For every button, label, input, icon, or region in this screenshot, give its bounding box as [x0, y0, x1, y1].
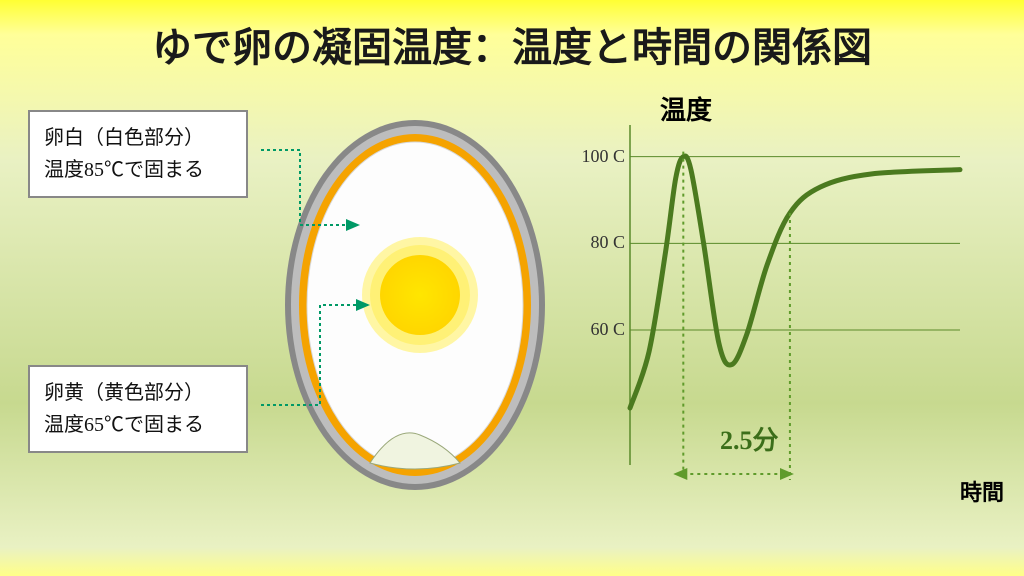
egg-white-line2: 温度85℃で固まる — [44, 154, 232, 186]
chart-svg — [590, 90, 1010, 530]
egg-white-line1: 卵白（白色部分） — [44, 122, 232, 154]
y-axis-label: 温度 — [660, 90, 712, 127]
x-axis-label: 時間 — [960, 475, 1004, 507]
ytick-label: 60 C — [565, 319, 625, 340]
page-title: ゆで卵の凝固温度：温度と時間の関係図 — [0, 15, 1024, 73]
egg-white-label: 卵白（白色部分） 温度85℃で固まる — [28, 110, 248, 198]
egg-yolk-label: 卵黄（黄色部分） 温度65℃で固まる — [28, 365, 248, 453]
egg-yolk-line1: 卵黄（黄色部分） — [44, 377, 232, 409]
ytick-label: 80 C — [565, 232, 625, 253]
ytick-label: 100 C — [565, 146, 625, 167]
egg-diagram — [260, 95, 570, 515]
egg-yolk-line2: 温度65℃で固まる — [44, 409, 232, 441]
temperature-chart: 温度 時間 2.5分 100 C80 C60 C — [590, 90, 1010, 530]
duration-label: 2.5分 — [720, 420, 779, 457]
